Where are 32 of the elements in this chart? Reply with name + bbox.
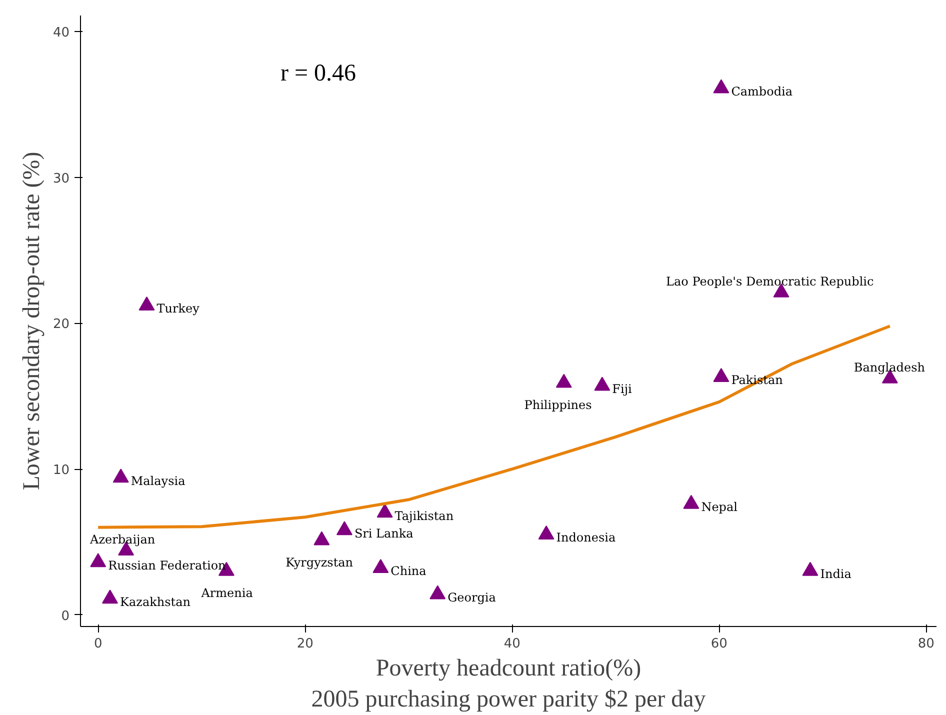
x-tick-label: 40 bbox=[504, 636, 520, 652]
annotation: r = 0.46 bbox=[280, 60, 356, 86]
annotation: Nepal bbox=[701, 500, 738, 514]
y-tick-label: 40 bbox=[52, 26, 70, 41]
annotation: Cambodia bbox=[731, 84, 793, 98]
annotation: India bbox=[820, 567, 852, 582]
annotation: Malaysia bbox=[130, 474, 186, 488]
y-tick-label: 10 bbox=[52, 463, 70, 478]
y-tick-label: 30 bbox=[52, 171, 70, 186]
annotation: Indonesia bbox=[556, 530, 616, 545]
y-tick-label: 20 bbox=[52, 317, 70, 332]
x-axis-title: Poverty headcount ratio(%) 2005 purchasing power parity $2 per day bbox=[311, 656, 706, 713]
annotation: China bbox=[390, 564, 426, 578]
annotation: Azerbaijan bbox=[89, 532, 156, 547]
y-axis-title: Lower secondary drop-out rate (%) bbox=[18, 152, 45, 490]
annotation: Armenia bbox=[200, 586, 253, 600]
annotation: Russian Federation bbox=[108, 558, 226, 572]
x-tick-label: 0 bbox=[94, 636, 102, 652]
annotation: Turkey bbox=[156, 302, 200, 316]
annotation: Kyrgyzstan bbox=[286, 555, 354, 570]
annotation: Bangladesh bbox=[854, 360, 926, 375]
y-tick-label: 0 bbox=[61, 608, 70, 624]
annotation: Philippines bbox=[524, 398, 592, 412]
x-tick-label: 80 bbox=[918, 636, 934, 652]
annotation: Georgia bbox=[448, 590, 496, 604]
annotation: Kazakhstan bbox=[120, 594, 191, 609]
annotation: Sri Lanka bbox=[354, 526, 414, 540]
annotation: Fiji bbox=[612, 382, 632, 396]
x-tick-label: 20 bbox=[296, 636, 314, 652]
x-tick-label: 60 bbox=[710, 636, 728, 652]
annotation: Lao People's Democratic Republic bbox=[666, 274, 874, 289]
annotation: Tajikistan bbox=[394, 508, 454, 523]
